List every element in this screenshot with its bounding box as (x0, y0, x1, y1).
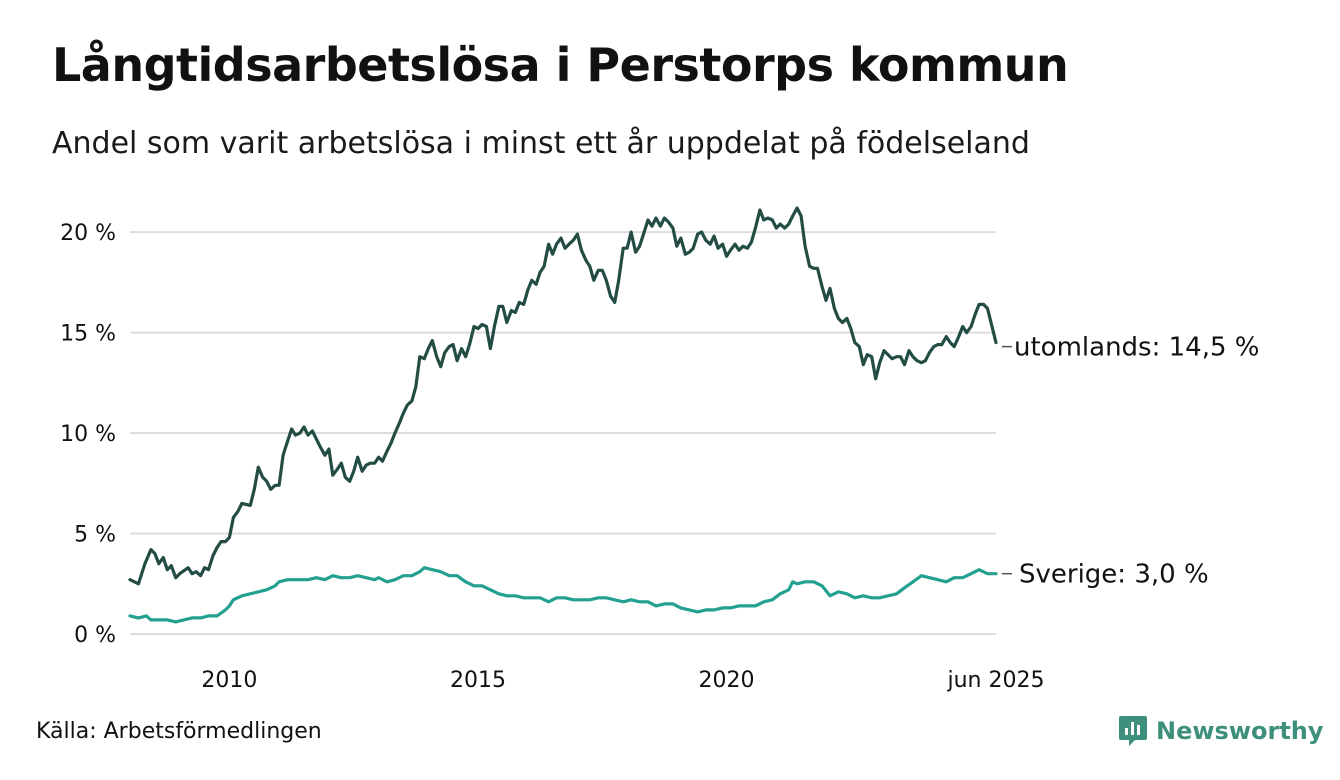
brand-logo: Newsworthy (1118, 714, 1324, 748)
y-axis-ticks: 0 % 5 % 10 % 15 % 20 % (60, 221, 116, 648)
series-end-label: Sverige: 3,0 % (1019, 560, 1209, 590)
series-end-label: utomlands: 14,5 % (1014, 333, 1259, 363)
y-tick-label: 10 % (60, 422, 116, 447)
x-tick-label: 2010 (201, 668, 257, 693)
series-line-0 (128, 206, 998, 586)
series-line-1 (128, 566, 998, 624)
y-tick-label: 20 % (60, 221, 116, 246)
x-tick-label: 2020 (699, 668, 755, 693)
chart-title: Långtidsarbetslösa i Perstorps kommun (52, 38, 1069, 92)
source-note: Källa: Arbetsförmedlingen (36, 719, 322, 744)
y-tick-label: 15 % (60, 322, 116, 347)
newsworthy-icon (1119, 716, 1147, 746)
series-end-labels: utomlands: 14,5 % Sverige: 3,0 % (1002, 333, 1259, 590)
brand-name: Newsworthy (1156, 717, 1324, 745)
chart-subtitle: Andel som varit arbetslösa i minst ett å… (52, 126, 1030, 161)
series-lines (128, 206, 998, 624)
x-tick-label: 2015 (450, 668, 506, 693)
x-tick-label: jun 2025 (947, 668, 1045, 693)
y-tick-label: 5 % (74, 523, 116, 548)
gridlines (130, 231, 996, 635)
y-tick-label: 0 % (74, 623, 116, 648)
x-axis-ticks: 2010 2015 2020 jun 2025 (201, 668, 1044, 693)
